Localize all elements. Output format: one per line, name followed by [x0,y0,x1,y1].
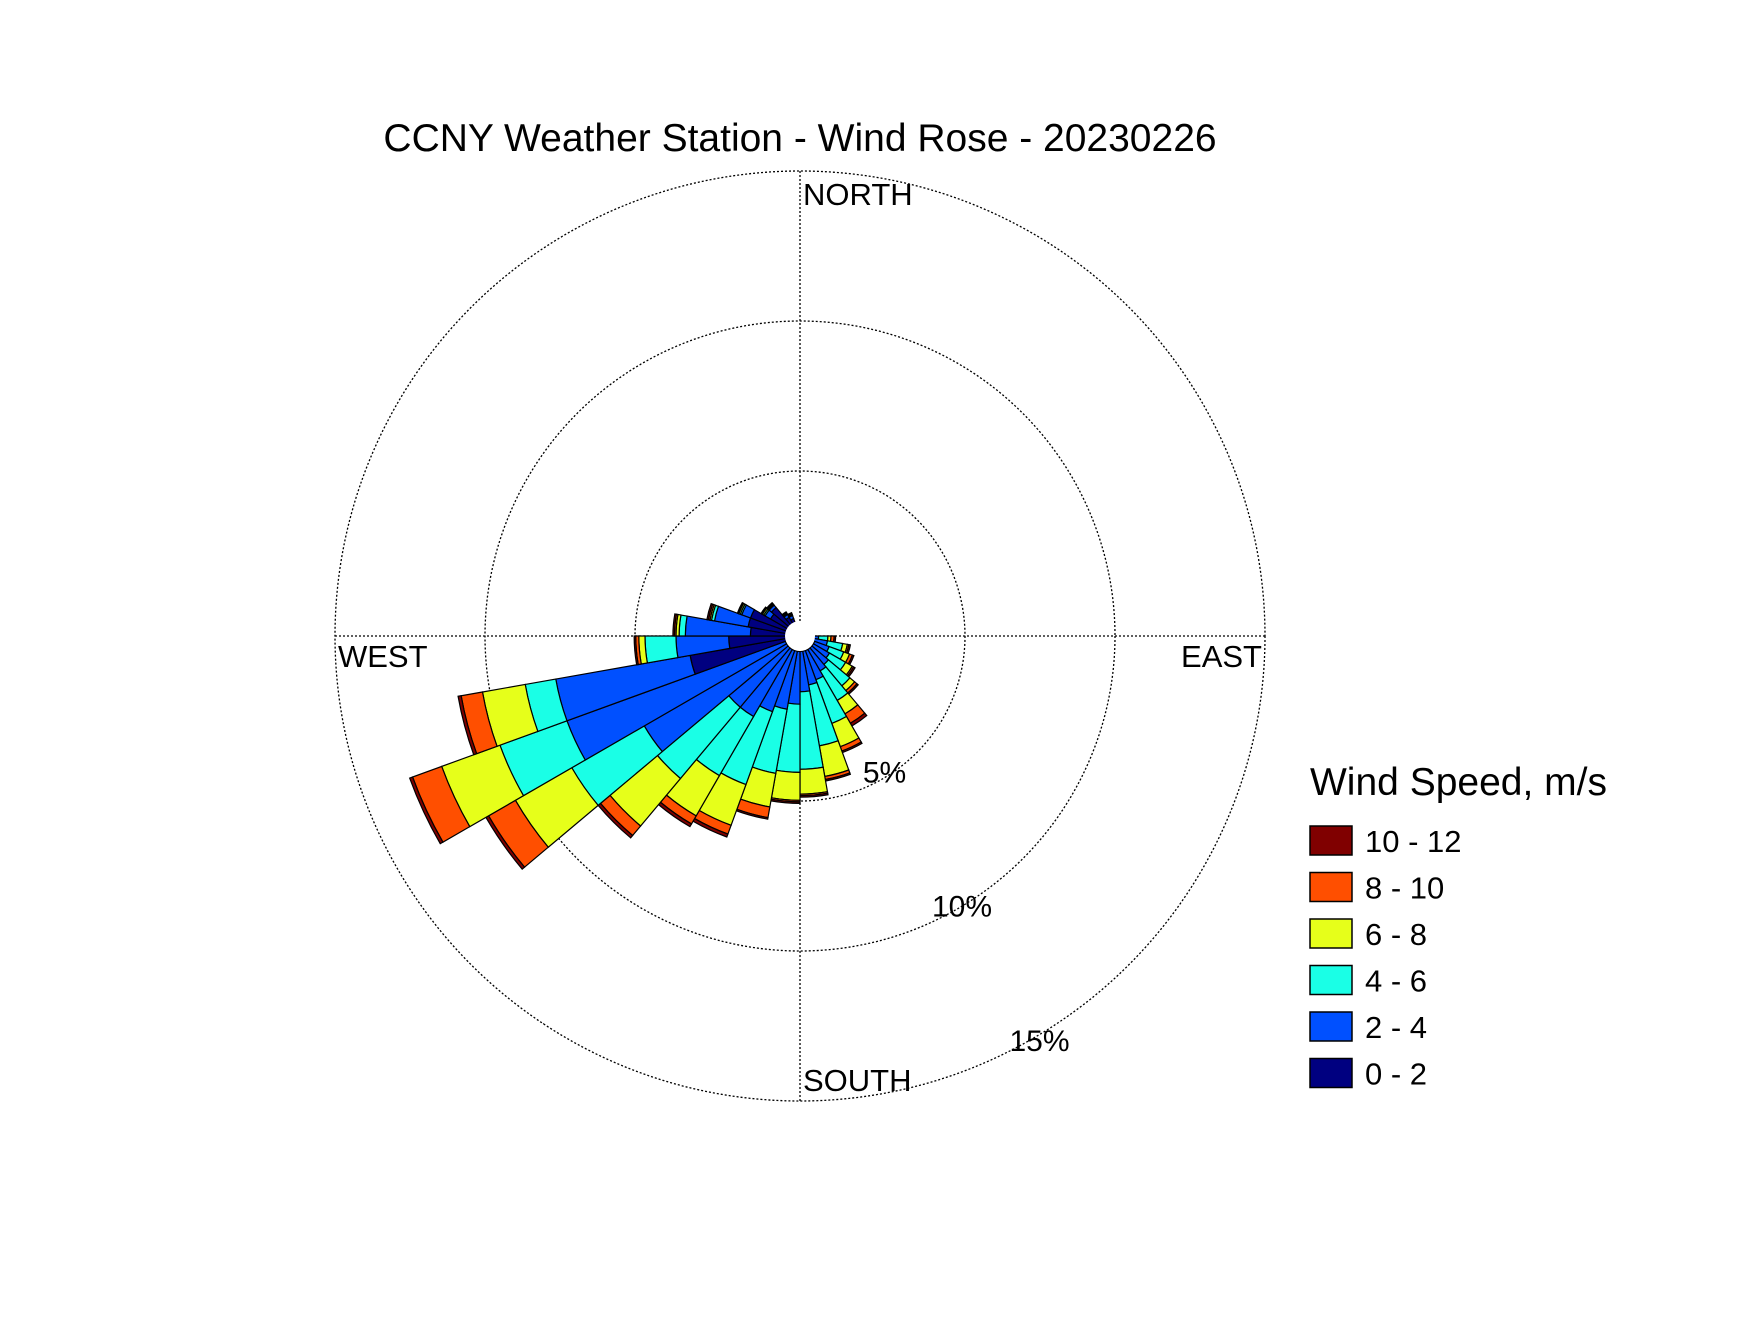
ring-label-10: 10% [932,891,992,924]
legend-swatch-0 [1309,825,1353,856]
legend-swatch-1 [1309,871,1353,903]
petal-segment-335-bin-5 [786,611,793,617]
petal-segment-325-bin-5 [781,611,788,617]
legend-label-3: 4 - 6 [1365,964,1427,999]
direction-north: NORTH [803,177,913,212]
petal-segment-245-bin-5 [408,776,444,845]
legend-swatch-4 [1309,1011,1353,1042]
legend-swatch-2 [1309,918,1353,949]
legend-title: Wind Speed, m/s [1310,761,1607,804]
petal-segment-265-bin-2 [644,635,679,664]
petal-segment-305-bin-5 [760,606,768,615]
petal-segment-95-bin-5 [832,635,837,643]
legend-label-5: 0 - 2 [1365,1057,1427,1092]
legend: Wind Speed, m/s 10 - 12 8 - 10 6 - 8 4 - 6 2… [1309,761,1607,1092]
legend-label-2: 6 - 8 [1365,917,1427,952]
petal-segment-285-bin-5 [706,602,714,621]
ring-label-15: 15% [1009,1025,1069,1058]
legend-label-0: 10 - 12 [1365,824,1462,859]
petal-165 [799,635,852,782]
petal-segment-275-bin-5 [672,613,678,637]
direction-labels: NORTH EAST SOUTH WEST [338,177,1262,1098]
legend-swatch-3 [1309,964,1353,996]
petal-245 [408,635,801,845]
petal-215 [657,635,801,828]
legend-swatch-5 [1309,1057,1353,1089]
legend-label-4: 2 - 4 [1365,1010,1427,1045]
petal-segment-315-bin-5 [765,601,774,610]
legend-label-1: 8 - 10 [1365,871,1444,906]
petal-275 [672,613,801,637]
petal-265 [633,635,801,666]
petal-layer [408,601,868,870]
ring-label-5: 5% [863,756,906,789]
petal-segment-265-bin-5 [633,635,639,666]
petal-segment-295-bin-5 [736,601,744,615]
calm-center [785,621,815,651]
radial-tick-labels: 5% 10% 15% [863,756,1070,1057]
chart-title: CCNY Weather Station - Wind Rose - 20230… [383,117,1216,160]
direction-south: SOUTH [803,1063,912,1098]
petal-segment-255-bin-5 [457,695,478,756]
direction-west: WEST [338,639,428,674]
petal-segment-175-bin-3 [799,766,829,795]
legend-items: 10 - 12 8 - 10 6 - 8 4 - 6 2 - 4 0 - 2 [1309,824,1462,1092]
petal-255 [457,635,801,756]
direction-east: EAST [1181,639,1262,674]
petal-235 [485,635,801,870]
